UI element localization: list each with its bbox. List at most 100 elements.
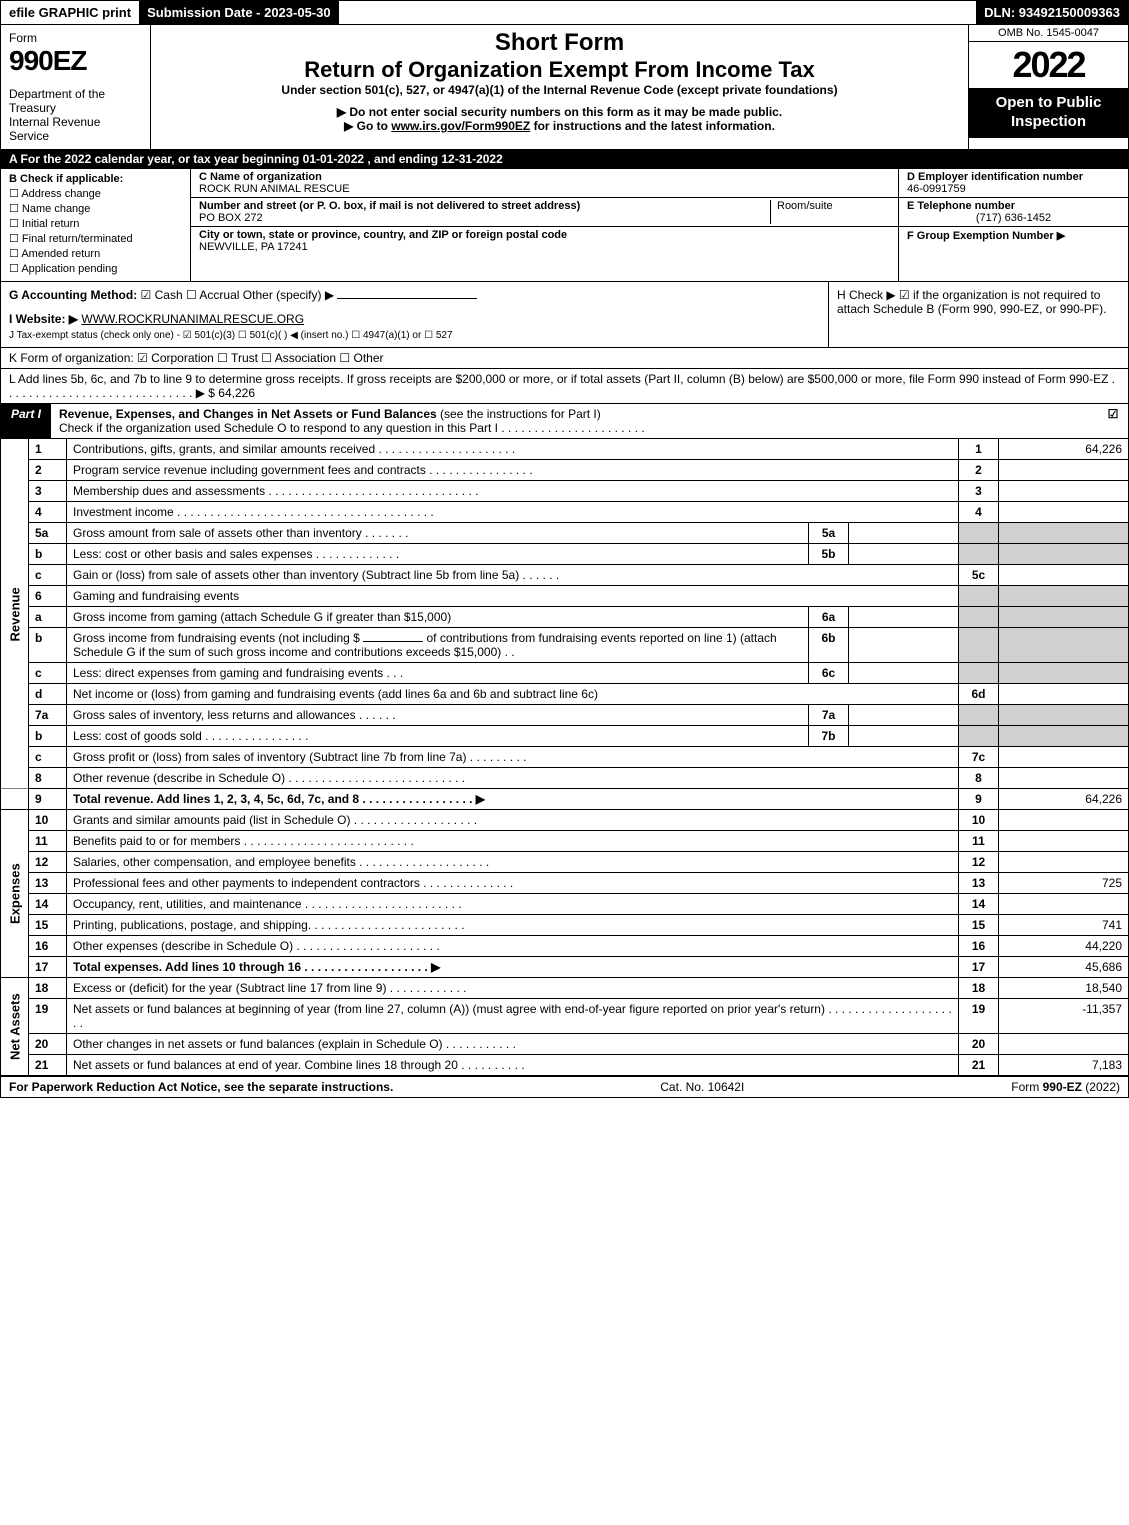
ln6d-rv	[999, 684, 1129, 705]
ln5c-num: c	[29, 565, 67, 586]
ln7a-num: 7a	[29, 705, 67, 726]
table-row: 21 Net assets or fund balances at end of…	[1, 1055, 1129, 1076]
footer-mid: Cat. No. 10642I	[660, 1080, 744, 1094]
part1-table: Revenue 1 Contributions, gifts, grants, …	[0, 439, 1129, 1076]
ln5b-sn: 5b	[809, 544, 849, 565]
table-row: 11 Benefits paid to or for members . . .…	[1, 831, 1129, 852]
part1-title: Revenue, Expenses, and Changes in Net As…	[51, 404, 1098, 438]
ln6c-rn-shade	[959, 663, 999, 684]
ln17-rn: 17	[959, 957, 999, 978]
part1-tab: Part I	[1, 404, 51, 438]
ln19-rn: 19	[959, 999, 999, 1034]
ln16-num: 16	[29, 936, 67, 957]
side-netassets: Net Assets	[1, 978, 29, 1076]
ln16-desc: Other expenses (describe in Schedule O) …	[67, 936, 959, 957]
c-name-label: C Name of organization	[199, 171, 890, 183]
ln7c-rv	[999, 747, 1129, 768]
table-row: b Less: cost of goods sold . . . . . . .…	[1, 726, 1129, 747]
chk-final-return[interactable]: ☐ Final return/terminated	[9, 232, 182, 245]
footer-right: Form 990-EZ (2022)	[1011, 1080, 1120, 1094]
chk-initial-return[interactable]: ☐ Initial return	[9, 217, 182, 230]
ln12-rv	[999, 852, 1129, 873]
i-label: I Website: ▶	[9, 312, 78, 326]
g-accrual[interactable]: ☐ Accrual	[186, 288, 239, 302]
g-cash[interactable]: ☑ Cash	[141, 288, 183, 302]
ln6b-blank[interactable]	[363, 641, 423, 642]
side-expenses: Expenses	[1, 810, 29, 978]
dln: DLN: 93492150009363	[976, 1, 1128, 24]
section-c: C Name of organization ROCK RUN ANIMAL R…	[191, 169, 898, 281]
ln16-rv: 44,220	[999, 936, 1129, 957]
ln17-desc: Total expenses. Add lines 10 through 16 …	[67, 957, 959, 978]
ln7b-rv-shade	[999, 726, 1129, 747]
ln19-rv: -11,357	[999, 999, 1129, 1034]
ghij-left: G Accounting Method: ☑ Cash ☐ Accrual Ot…	[1, 282, 828, 347]
ln9-desc: Total revenue. Add lines 1, 2, 3, 4, 5c,…	[67, 789, 959, 810]
ln19-num: 19	[29, 999, 67, 1034]
return-title: Return of Organization Exempt From Incom…	[159, 57, 960, 83]
chk-name-change[interactable]: ☐ Name change	[9, 202, 182, 215]
section-i: I Website: ▶ WWW.ROCKRUNANIMALRESCUE.ORG	[9, 312, 820, 326]
ln20-num: 20	[29, 1034, 67, 1055]
ln18-num: 18	[29, 978, 67, 999]
ln7b-num: b	[29, 726, 67, 747]
table-row: 4 Investment income . . . . . . . . . . …	[1, 502, 1129, 523]
d-val: 46-0991759	[907, 183, 966, 195]
ln11-num: 11	[29, 831, 67, 852]
header-left: Form 990EZ Department of the Treasury In…	[1, 25, 151, 149]
ln5b-num: b	[29, 544, 67, 565]
c-city-val: NEWVILLE, PA 17241	[199, 241, 890, 253]
table-row: d Net income or (loss) from gaming and f…	[1, 684, 1129, 705]
ln2-desc: Program service revenue including govern…	[67, 460, 959, 481]
ln6a-rn-shade	[959, 607, 999, 628]
ln10-rn: 10	[959, 810, 999, 831]
ln13-rn: 13	[959, 873, 999, 894]
ln18-desc: Excess or (deficit) for the year (Subtra…	[67, 978, 959, 999]
header-right: OMB No. 1545-0047 2022 Open to Public In…	[968, 25, 1128, 149]
header-center: Short Form Return of Organization Exempt…	[151, 25, 968, 149]
i-website[interactable]: WWW.ROCKRUNANIMALRESCUE.ORG	[81, 312, 304, 326]
do-not-enter: ▶ Do not enter social security numbers o…	[159, 105, 960, 119]
ln14-rv	[999, 894, 1129, 915]
ln6d-num: d	[29, 684, 67, 705]
ln7c-num: c	[29, 747, 67, 768]
table-row: c Less: direct expenses from gaming and …	[1, 663, 1129, 684]
ln1-rv: 64,226	[999, 439, 1129, 460]
table-row: a Gross income from gaming (attach Sched…	[1, 607, 1129, 628]
ln10-rv	[999, 810, 1129, 831]
ln11-desc: Benefits paid to or for members . . . . …	[67, 831, 959, 852]
g-other[interactable]: Other (specify) ▶	[243, 288, 334, 302]
c-room-label: Room/suite	[770, 200, 890, 224]
ln8-rv	[999, 768, 1129, 789]
ln5a-desc: Gross amount from sale of assets other t…	[67, 523, 809, 544]
ln11-rv	[999, 831, 1129, 852]
chk-amended[interactable]: ☐ Amended return	[9, 247, 182, 260]
ln6-desc: Gaming and fundraising events	[67, 586, 959, 607]
table-row: 7a Gross sales of inventory, less return…	[1, 705, 1129, 726]
block-bcdef: B Check if applicable: ☐ Address change …	[0, 169, 1129, 282]
table-row: Net Assets 18 Excess or (deficit) for th…	[1, 978, 1129, 999]
table-row: 14 Occupancy, rent, utilities, and maint…	[1, 894, 1129, 915]
efile-label: efile GRAPHIC print	[1, 1, 139, 24]
table-row: 2 Program service revenue including gove…	[1, 460, 1129, 481]
part1-check[interactable]: ☑	[1098, 404, 1128, 438]
ln20-desc: Other changes in net assets or fund bala…	[67, 1034, 959, 1055]
ln5c-rn: 5c	[959, 565, 999, 586]
ln5c-rv	[999, 565, 1129, 586]
chk-address-change[interactable]: ☐ Address change	[9, 187, 182, 200]
ln21-rn: 21	[959, 1055, 999, 1076]
ln3-rv	[999, 481, 1129, 502]
ln7b-rn-shade	[959, 726, 999, 747]
table-row: 16 Other expenses (describe in Schedule …	[1, 936, 1129, 957]
g-other-line[interactable]	[337, 298, 477, 299]
table-row: 3 Membership dues and assessments . . . …	[1, 481, 1129, 502]
ln5a-sn: 5a	[809, 523, 849, 544]
d-label: D Employer identification number	[907, 171, 1083, 183]
ln8-rn: 8	[959, 768, 999, 789]
irs-label: Internal Revenue Service	[9, 115, 142, 143]
table-row: 12 Salaries, other compensation, and emp…	[1, 852, 1129, 873]
ln8-num: 8	[29, 768, 67, 789]
under-section: Under section 501(c), 527, or 4947(a)(1)…	[159, 83, 960, 97]
goto-link[interactable]: www.irs.gov/Form990EZ	[391, 119, 530, 133]
chk-application-pending[interactable]: ☐ Application pending	[9, 262, 182, 275]
